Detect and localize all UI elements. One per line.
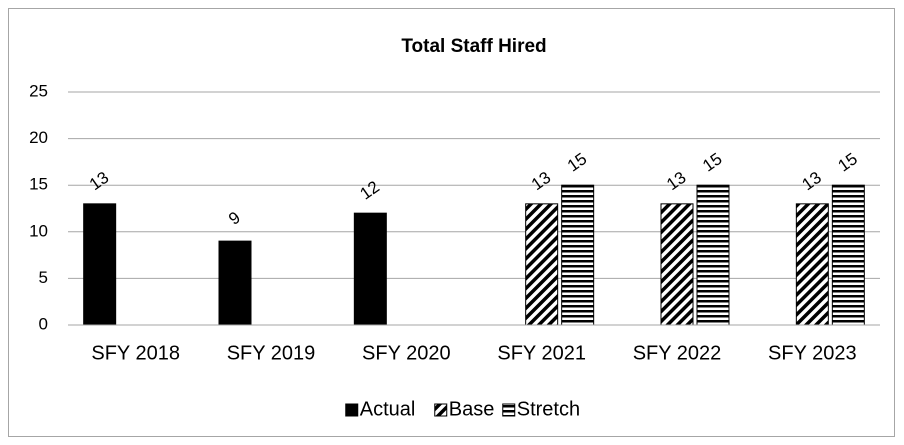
chart-title: Total Staff Hired xyxy=(401,36,546,57)
bar xyxy=(831,184,865,326)
bar xyxy=(795,203,829,326)
x-tick-label: SFY 2018 xyxy=(91,342,180,364)
y-tick-label: 15 xyxy=(29,175,48,194)
bar xyxy=(525,203,559,326)
legend-swatch xyxy=(502,403,516,417)
legend-swatch xyxy=(434,403,448,417)
x-tick-label: SFY 2023 xyxy=(768,342,857,364)
legend-label: Actual xyxy=(360,398,416,420)
y-tick-label: 10 xyxy=(29,221,48,240)
y-tick-label: 0 xyxy=(39,314,48,333)
chart-border xyxy=(8,8,895,437)
bar xyxy=(353,212,387,326)
bar xyxy=(561,184,595,326)
y-tick-label: 20 xyxy=(29,128,48,147)
bar xyxy=(660,203,694,326)
x-tick-label: SFY 2022 xyxy=(633,342,722,364)
legend-label: Stretch xyxy=(517,398,580,420)
legend-label: Base xyxy=(449,398,495,420)
x-tick-label: SFY 2020 xyxy=(362,342,451,364)
bar xyxy=(696,184,730,326)
bar xyxy=(218,240,252,326)
x-tick-label: SFY 2021 xyxy=(497,342,586,364)
y-tick-label: 5 xyxy=(39,268,48,287)
y-tick-label: 25 xyxy=(29,81,48,100)
bar xyxy=(83,203,117,326)
legend-swatch xyxy=(345,403,359,417)
x-tick-label: SFY 2019 xyxy=(227,342,316,364)
